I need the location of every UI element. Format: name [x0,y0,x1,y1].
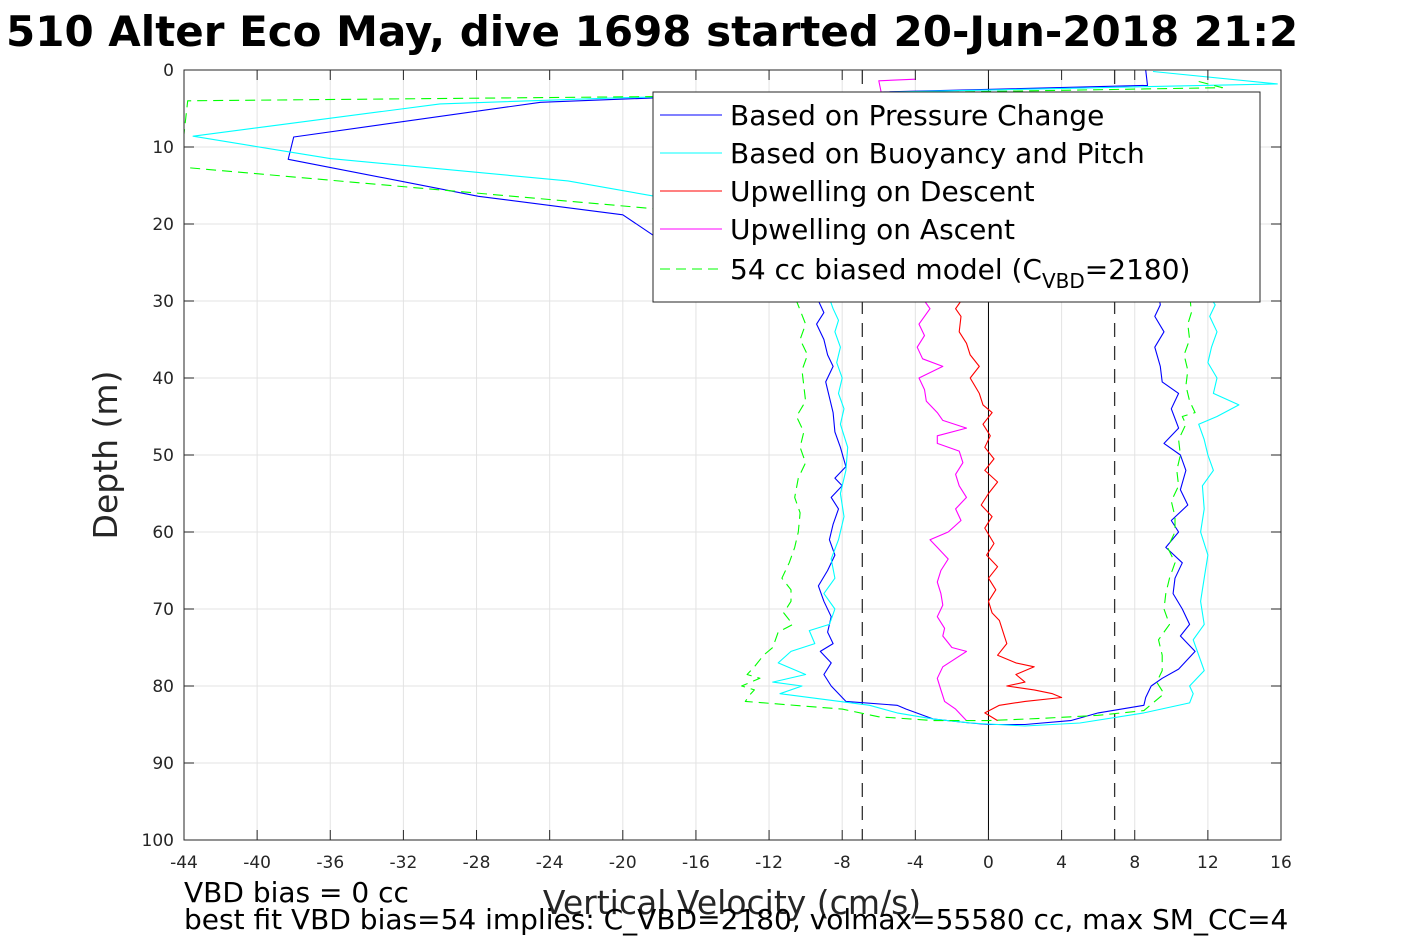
y-tick-label: 10 [152,138,174,158]
footer-vbd-bias: VBD bias = 0 cc [184,876,409,909]
x-tick-label: -32 [390,853,418,873]
x-tick-label: -40 [243,853,271,873]
legend-entry-label: Upwelling on Descent [730,175,1035,208]
legend-entry: Based on Buoyancy and Pitch [730,137,1145,170]
legend-entry: 54 cc biased model (CVBD=2180) [730,253,1190,293]
y-tick-label: 30 [152,292,174,312]
y-tick-label: 80 [152,677,174,697]
y-tick-label: 60 [152,523,174,543]
legend-entry-subscript: VBD [1042,269,1085,293]
x-tick-label: 16 [1270,853,1292,873]
chart-title: 510 Alter Eco May, dive 1698 started 20-… [6,7,1298,56]
y-tick-label: 90 [152,754,174,774]
y-tick-label: 50 [152,446,174,466]
x-tick-label: 0 [983,853,994,873]
y-tick-label: 40 [152,369,174,389]
x-tick-label: 4 [1056,853,1067,873]
x-tick-label: -36 [316,853,344,873]
x-axis-label: Vertical Velocity (cm/s) [543,883,921,922]
series-line-54-cc-biased-model-c-vbd-2180 [184,80,1224,722]
legend-entry-suffix: =2180) [1085,253,1191,286]
legend-entry-label: Upwelling on Ascent [730,213,1015,246]
y-tick-label: 20 [152,215,174,235]
x-tick-label: -28 [463,853,491,873]
series-line-based-on-pressure-change [287,70,1196,726]
y-tick-label: 70 [152,600,174,620]
series-line-based-on-buoyancy-and-pitch [192,70,1278,727]
tick-marks [183,69,1282,841]
legend-entry-label: Based on Buoyancy and Pitch [730,137,1145,170]
x-tick-label: -8 [834,853,851,873]
x-tick-label: -4 [907,853,924,873]
legend-entry: Upwelling on Ascent [730,213,1015,246]
x-tick-label: -20 [609,853,637,873]
y-axis-label: Depth (m) [86,371,125,540]
legend-entry-label: Based on Pressure Change [730,99,1104,132]
x-tick-label: -16 [682,853,710,873]
series-line-upwelling-on-ascent [878,78,968,721]
legend-entry-label: 54 cc biased model (C [730,253,1042,286]
y-tick-label: 0 [163,61,174,81]
x-tick-label: 8 [1129,853,1140,873]
x-tick-label: -44 [170,853,198,873]
series-line-upwelling-on-descent [955,300,1063,722]
legend-entry: Based on Pressure Change [730,99,1104,132]
footer-best-fit: best fit VBD bias=54 implies: C_VBD=2180… [184,903,1288,936]
y-tick-label: 100 [142,831,174,851]
legend-entry: Upwelling on Descent [730,175,1035,208]
x-tick-label: -24 [536,853,564,873]
legend-box [652,91,1261,303]
x-tick-label: 12 [1197,853,1219,873]
legend: Based on Pressure Change Based on Buoyanc… [652,91,1261,303]
x-tick-label: -12 [755,853,783,873]
tick-labels: -44 -40 -36 -32 -28 -24 -20 -16 -12 -8 -4 0 4 8 12 1601… [142,61,1292,873]
series-group [184,70,1278,727]
